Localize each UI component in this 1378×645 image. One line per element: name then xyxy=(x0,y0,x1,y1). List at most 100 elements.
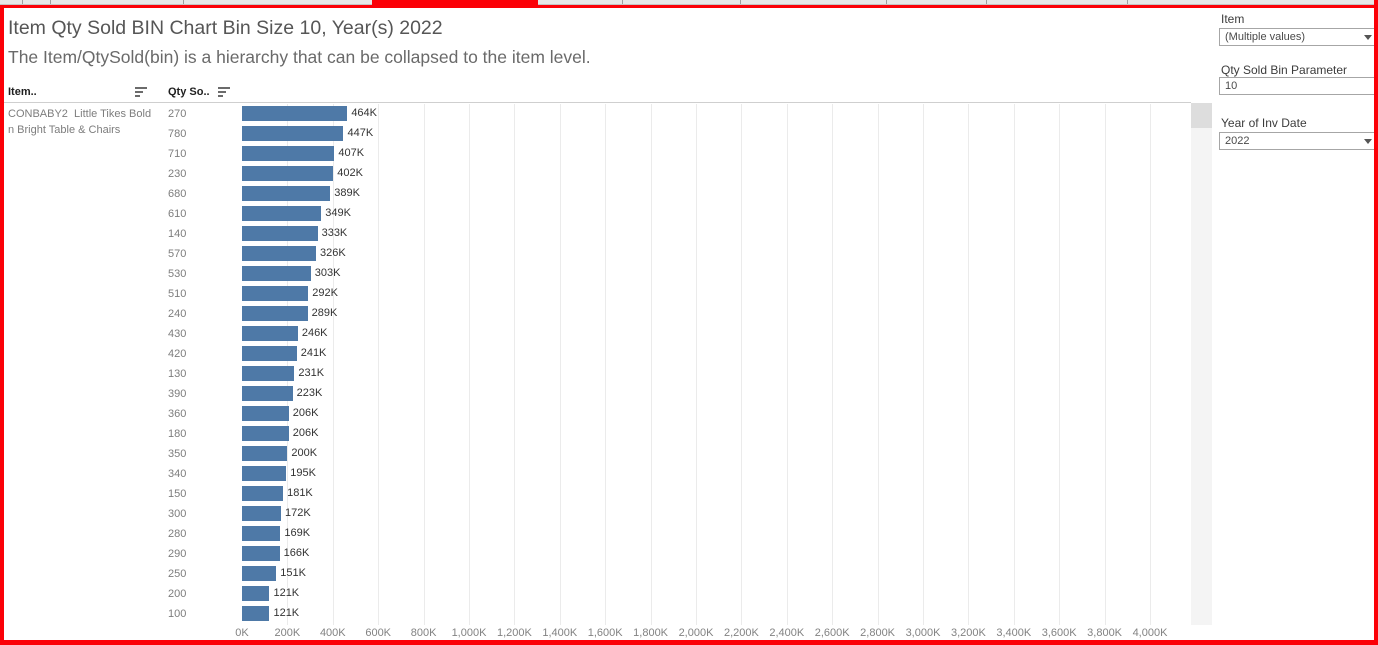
bar-mark[interactable] xyxy=(242,386,293,401)
bar-mark[interactable] xyxy=(242,566,277,581)
bar-mark[interactable] xyxy=(242,166,334,181)
x-axis-tick-label: 1,000K xyxy=(451,627,487,639)
tab-separator xyxy=(22,0,23,4)
tab-separator xyxy=(1127,0,1128,4)
bar-mark[interactable] xyxy=(242,466,287,481)
bin-row-header[interactable]: 270 xyxy=(168,108,187,120)
gridline xyxy=(741,104,743,625)
bin-row-header[interactable]: 780 xyxy=(168,128,187,140)
bar-mark[interactable] xyxy=(242,366,295,381)
bar-mark[interactable] xyxy=(242,226,318,241)
bin-row-header[interactable]: 250 xyxy=(168,568,187,580)
x-axis-tick-label: 2,200K xyxy=(723,627,759,639)
gridline xyxy=(923,104,924,625)
gridline xyxy=(605,104,607,625)
bar-mark[interactable] xyxy=(242,546,280,561)
bar-mark[interactable] xyxy=(242,266,311,281)
bin-row-header[interactable]: 290 xyxy=(168,548,187,560)
bar-mark[interactable] xyxy=(242,186,331,201)
bin-row-header[interactable]: 130 xyxy=(168,368,187,380)
item-filter-dropdown[interactable]: (Multiple values) xyxy=(1219,28,1378,46)
bar-mark[interactable] xyxy=(242,206,322,221)
x-axis-tick-label: 400K xyxy=(319,627,346,639)
bin-row-header[interactable]: 240 xyxy=(168,308,187,320)
x-axis-tick-label: 1,600K xyxy=(587,627,623,639)
bar-mark[interactable] xyxy=(242,346,297,361)
vertical-scrollbar[interactable] xyxy=(1191,103,1212,625)
bin-row-header[interactable]: 350 xyxy=(168,448,187,460)
sort-icon[interactable] xyxy=(218,87,232,98)
year-filter-label: Year of Inv Date xyxy=(1221,116,1307,130)
bin-row-header[interactable]: 420 xyxy=(168,348,187,360)
bin-row-header[interactable]: 680 xyxy=(168,188,187,200)
bar-value-label: 389K xyxy=(334,187,360,199)
tab-strip-segment xyxy=(538,0,1374,5)
bar-mark[interactable] xyxy=(242,526,281,541)
x-axis-tick-label: 200K xyxy=(274,627,301,639)
bin-row-header[interactable]: 510 xyxy=(168,288,187,300)
bin-parameter-label: Qty Sold Bin Parameter xyxy=(1221,63,1348,77)
gridline xyxy=(968,104,970,625)
bar-value-label: 349K xyxy=(325,207,351,219)
bar-mark[interactable] xyxy=(242,586,270,601)
bar-value-label: 326K xyxy=(320,247,346,259)
bar-value-label: 402K xyxy=(337,167,363,179)
bin-row-header[interactable]: 300 xyxy=(168,508,187,520)
bar-value-label: 223K xyxy=(296,387,323,399)
bar-value-label: 121K xyxy=(273,587,300,599)
x-axis-tick-label: 2,000K xyxy=(678,627,714,639)
bar-mark[interactable] xyxy=(242,506,282,521)
gridline xyxy=(423,104,425,625)
item-filter-value: (Multiple values) xyxy=(1225,31,1306,43)
tab-separator xyxy=(50,0,51,4)
bin-row-header[interactable]: 280 xyxy=(168,528,187,540)
bar-mark[interactable] xyxy=(242,406,289,421)
bar-mark[interactable] xyxy=(242,246,316,261)
tab-separator xyxy=(740,0,741,4)
bin-row-header[interactable]: 140 xyxy=(168,228,187,240)
bin-row-header[interactable]: 390 xyxy=(168,388,187,400)
bin-row-header[interactable]: 710 xyxy=(168,148,187,160)
bin-row-header[interactable]: 150 xyxy=(168,488,187,500)
bar-mark[interactable] xyxy=(242,446,288,461)
bin-row-header[interactable]: 230 xyxy=(168,168,187,180)
gridline xyxy=(832,104,834,625)
bin-parameter-input[interactable]: 10 xyxy=(1219,77,1378,95)
bin-row-header[interactable]: 100 xyxy=(168,608,187,620)
tab-separator xyxy=(183,0,184,4)
bin-row-header[interactable]: 430 xyxy=(168,328,187,340)
bar-value-label: 195K xyxy=(290,467,316,479)
bin-parameter-value: 10 xyxy=(1225,80,1238,92)
bin-row-header[interactable]: 530 xyxy=(168,268,187,280)
column-header-item[interactable]: Item.. xyxy=(8,86,37,98)
bar-mark[interactable] xyxy=(242,126,344,141)
scrollbar-thumb[interactable] xyxy=(1191,103,1212,128)
sort-icon[interactable] xyxy=(135,87,149,98)
year-filter-value: 2022 xyxy=(1225,135,1250,147)
bar-mark[interactable] xyxy=(242,426,289,441)
column-header-qty-sold-bin[interactable]: Qty So.. xyxy=(168,86,210,98)
gridline xyxy=(1104,104,1106,625)
bin-row-header[interactable]: 570 xyxy=(168,248,187,260)
bar-mark[interactable] xyxy=(242,306,308,321)
gridline xyxy=(786,104,788,625)
bar-value-label: 181K xyxy=(287,487,313,499)
x-axis-tick-label: 3,000K xyxy=(905,627,941,639)
bin-row-header[interactable]: 180 xyxy=(168,428,187,440)
bar-mark[interactable] xyxy=(242,606,270,621)
bar-mark[interactable] xyxy=(242,326,298,341)
capture-frame-left xyxy=(0,0,4,645)
bin-row-header[interactable]: 340 xyxy=(168,468,187,480)
bar-mark[interactable] xyxy=(242,146,335,161)
x-axis-tick-label: 3,200K xyxy=(950,627,986,639)
bar-mark[interactable] xyxy=(242,486,284,501)
bar-mark[interactable] xyxy=(242,286,309,301)
bar-mark[interactable] xyxy=(242,106,348,121)
bar-value-label: 169K xyxy=(284,527,311,539)
item-row-header[interactable]: CONBABY2 Little Tikes Bold n Bright Tabl… xyxy=(8,108,155,136)
bin-row-header[interactable]: 610 xyxy=(168,208,187,220)
year-filter-dropdown[interactable]: 2022 xyxy=(1219,132,1378,150)
bin-row-header[interactable]: 360 xyxy=(168,408,187,420)
bin-row-header[interactable]: 200 xyxy=(168,588,187,600)
bar-value-label: 303K xyxy=(314,267,341,279)
